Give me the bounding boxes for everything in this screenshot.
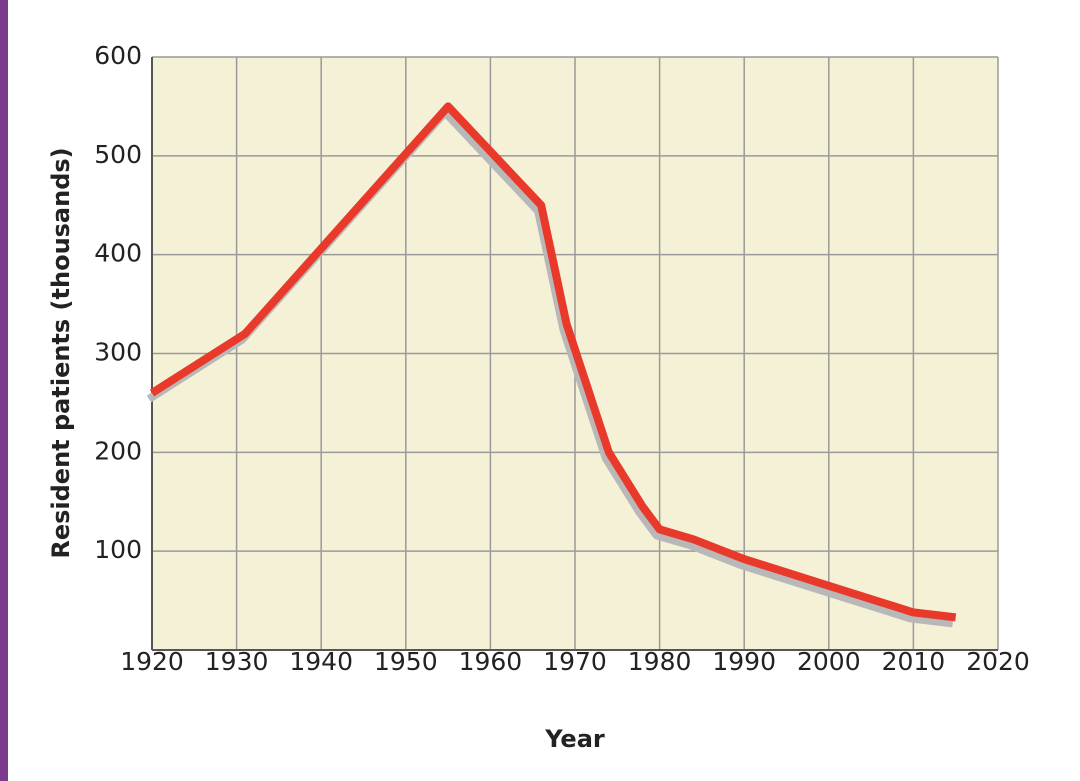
x-tick-label: 1920 bbox=[120, 647, 184, 676]
x-tick-label: 1990 bbox=[712, 647, 776, 676]
x-tick-label: 2020 bbox=[966, 647, 1030, 676]
x-tick-label: 1930 bbox=[205, 647, 269, 676]
x-tick-label: 2000 bbox=[797, 647, 861, 676]
x-axis-title: Year bbox=[544, 725, 605, 753]
y-tick-label: 300 bbox=[94, 338, 142, 367]
x-tick-label: 1980 bbox=[628, 647, 692, 676]
y-tick-label: 400 bbox=[94, 239, 142, 268]
y-tick-label: 200 bbox=[94, 436, 142, 465]
y-tick-label: 600 bbox=[94, 41, 142, 70]
side-bar bbox=[0, 0, 8, 781]
y-tick-label: 500 bbox=[94, 140, 142, 169]
y-axis-title: Resident patients (thousands) bbox=[47, 147, 75, 558]
line bbox=[149, 102, 957, 622]
x-tick-label: 1970 bbox=[543, 647, 607, 676]
x-tick-label: 1950 bbox=[374, 647, 438, 676]
x-tick-label: 2010 bbox=[882, 647, 946, 676]
x-tick-label: 1960 bbox=[459, 647, 523, 676]
x-tick-label: 1940 bbox=[289, 647, 353, 676]
y-tick-label: 100 bbox=[94, 535, 142, 564]
